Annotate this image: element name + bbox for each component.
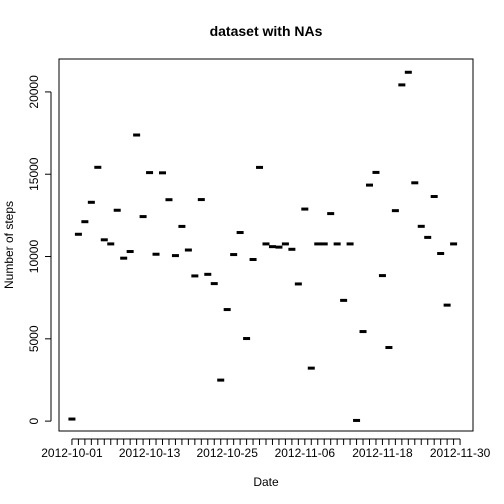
data-point	[353, 418, 361, 422]
data-point	[159, 171, 166, 175]
data-point	[236, 231, 244, 235]
data-point	[366, 183, 373, 187]
data-point	[301, 207, 309, 211]
data-point	[256, 165, 264, 169]
x-axis-label: Date	[253, 475, 279, 489]
data-point	[294, 282, 302, 286]
y-axis: 0 5000 10000 15000 20000	[27, 75, 52, 424]
data-point	[87, 200, 95, 204]
data-point	[126, 250, 134, 254]
data-point	[204, 272, 212, 276]
y-tick-label: 15000	[27, 157, 41, 191]
data-point	[391, 209, 399, 213]
data-point	[217, 378, 225, 382]
data-point	[210, 282, 218, 286]
data-point	[191, 274, 199, 278]
data-point	[223, 308, 231, 312]
data-point	[268, 245, 276, 249]
data-point	[146, 171, 154, 175]
y-axis-label: Number of steps	[2, 201, 16, 289]
y-tick-label: 5000	[27, 325, 41, 352]
data-point	[139, 215, 147, 219]
data-point	[249, 258, 257, 262]
data-point	[333, 242, 341, 246]
plot-frame	[58, 58, 474, 432]
x-tick-label: 2012-10-13	[119, 446, 181, 460]
data-point	[450, 242, 458, 246]
data-point	[262, 242, 270, 246]
data-point	[314, 242, 322, 246]
data-point	[327, 212, 335, 216]
data-point	[385, 346, 393, 350]
data-point	[81, 220, 89, 224]
data-point	[152, 252, 160, 256]
data-point	[197, 198, 205, 202]
x-tick-label: 2012-10-01	[41, 446, 103, 460]
data-point	[165, 198, 173, 202]
x-tick-label: 2012-11-18	[352, 446, 413, 460]
data-point	[100, 238, 108, 242]
x-tick-label: 2012-11-06	[275, 446, 336, 460]
data-point	[243, 337, 251, 341]
data-point	[113, 208, 121, 212]
data-point	[411, 181, 419, 185]
data-point	[443, 303, 451, 307]
data-points	[68, 70, 458, 422]
data-point	[437, 252, 445, 256]
data-point	[340, 298, 348, 302]
data-point	[320, 242, 328, 246]
data-point	[275, 245, 283, 249]
data-point	[288, 247, 296, 251]
y-tick-label: 20000	[27, 75, 41, 109]
data-point	[378, 274, 386, 278]
data-point	[398, 83, 406, 87]
data-point	[417, 224, 425, 228]
data-point	[404, 70, 412, 74]
y-tick-label: 10000	[27, 240, 41, 274]
data-point	[133, 133, 141, 137]
data-point	[107, 242, 115, 246]
data-point	[94, 165, 102, 169]
x-tick-label: 2012-11-30	[430, 446, 491, 460]
data-point	[230, 253, 238, 257]
data-point	[372, 170, 380, 174]
data-point	[74, 232, 82, 236]
data-point	[424, 235, 432, 239]
data-point	[171, 254, 179, 258]
data-point	[120, 256, 128, 260]
chart-title: dataset with NAs	[210, 23, 323, 39]
x-tick-label: 2012-10-25	[196, 446, 258, 460]
data-point	[346, 242, 354, 246]
data-point	[430, 195, 438, 199]
data-point	[281, 242, 289, 246]
data-point	[178, 224, 186, 228]
data-point	[307, 366, 315, 370]
y-tick-label: 0	[27, 417, 41, 424]
data-point	[184, 248, 192, 252]
x-axis: 2012-10-01 2012-10-13 2012-10-25 2012-11-06…	[41, 438, 491, 460]
data-point	[359, 330, 367, 334]
data-point	[68, 417, 76, 421]
